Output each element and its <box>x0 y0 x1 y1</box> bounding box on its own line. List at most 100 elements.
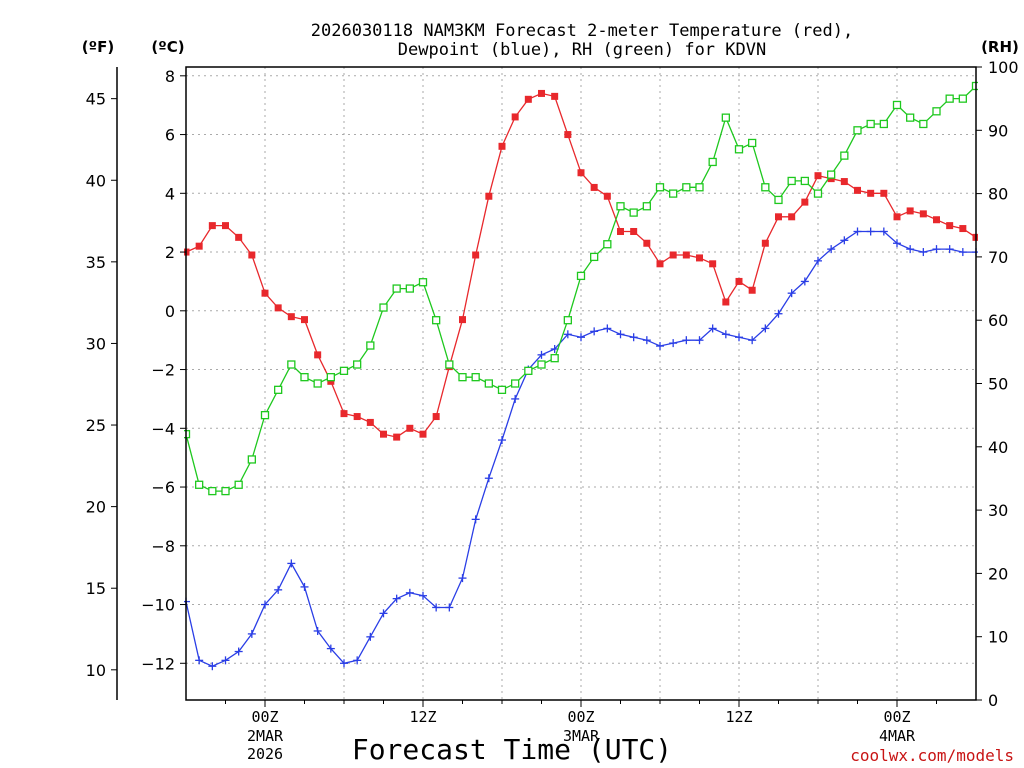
temperature-point <box>761 239 769 247</box>
rh-unit-label: (RH) <box>981 38 1019 56</box>
rh-point <box>471 373 480 382</box>
temperature-point <box>459 316 466 324</box>
dewpoint-point <box>827 245 836 254</box>
dewpoint-point <box>471 515 480 524</box>
rh-point <box>721 113 730 122</box>
dewpoint-point <box>958 248 967 257</box>
temperature-point <box>682 251 690 259</box>
dewpoint-point <box>695 336 704 345</box>
fahrenheit-tick-label: 40 <box>86 171 106 190</box>
temperature-point <box>840 178 848 186</box>
dewpoint-point <box>537 350 546 359</box>
temperature-point <box>551 92 559 100</box>
x-tick-label: 12Z <box>725 708 752 726</box>
temperature-point <box>419 430 427 438</box>
dewpoint-point <box>656 342 664 351</box>
rh-point <box>603 240 612 249</box>
rh-point <box>655 183 665 192</box>
dewpoint-point <box>379 609 388 618</box>
dewpoint-point <box>511 394 520 403</box>
dewpoint-point <box>221 656 230 665</box>
temperature-point <box>485 192 493 200</box>
temperature-point <box>261 289 269 297</box>
dewpoint-point <box>708 324 717 333</box>
dewpoint-series <box>184 227 978 671</box>
dewpoint-point <box>195 656 204 665</box>
temperature-point <box>472 251 480 259</box>
dewpoint-point <box>234 647 243 656</box>
rh-tick-label: 20 <box>988 564 1008 583</box>
dewpoint-point <box>392 594 401 603</box>
celsius-tick-label: −10 <box>141 596 175 615</box>
rh-tick-label: 80 <box>988 185 1008 204</box>
temperature-point <box>274 304 282 312</box>
temperature-point <box>867 189 875 197</box>
dewpoint-point <box>247 629 256 638</box>
rh-point <box>432 316 441 325</box>
temperature-point <box>933 216 940 224</box>
x-axis-title: Forecast Time (UTC) <box>352 733 672 766</box>
dewpoint-point <box>866 227 875 236</box>
x-tick-label: 12Z <box>409 708 436 726</box>
dewpoint-point <box>498 436 506 445</box>
rh-tick-label: 50 <box>988 375 1008 394</box>
rh-tick-label: 0 <box>988 691 998 710</box>
temperature-point <box>353 413 361 421</box>
dewpoint-point <box>774 309 783 318</box>
dewpoint-point <box>879 227 888 236</box>
temperature-point <box>748 286 756 294</box>
temperature-point <box>735 277 743 285</box>
rh-point <box>576 271 586 281</box>
temperature-point <box>314 351 322 359</box>
dewpoint-point <box>893 239 901 248</box>
dewpoint-point <box>458 574 467 583</box>
dewpoint-point <box>366 632 375 641</box>
dewpoint-point <box>800 277 809 286</box>
temperature-point <box>406 424 414 432</box>
dewpoint-point <box>590 327 599 336</box>
rh-point <box>379 303 388 312</box>
rh-point <box>313 379 322 388</box>
x-tick-date-label: 4MAR <box>879 727 916 745</box>
rh-point <box>458 373 467 382</box>
temperature-point <box>814 172 822 180</box>
rh-point <box>919 119 928 129</box>
temperature-point <box>643 239 651 247</box>
rh-point <box>208 486 217 496</box>
temperature-point <box>617 227 624 235</box>
dewpoint-point <box>682 336 691 345</box>
rh-point <box>339 366 349 375</box>
dewpoint-point <box>274 585 283 594</box>
rh-point <box>484 379 493 388</box>
x-tick-date-label: 3MAR <box>563 727 600 745</box>
temperature-point <box>722 298 730 306</box>
rh-point <box>642 202 651 211</box>
temperature-point <box>498 142 506 150</box>
celsius-unit-label: (ºC) <box>151 38 184 56</box>
dewpoint-point <box>616 330 625 339</box>
rh-point <box>761 183 770 192</box>
temperature-point <box>669 251 677 259</box>
rh-point <box>827 170 836 179</box>
temperature-point <box>248 251 256 259</box>
celsius-tick-label: 8 <box>165 67 175 86</box>
dewpoint-point <box>432 603 441 612</box>
celsius-tick-label: −12 <box>141 654 175 673</box>
celsius-tick-label: −2 <box>151 361 175 380</box>
temperature-point <box>432 413 440 421</box>
chart-title-line1: 2026030118 NAM3KM Forecast 2-meter Tempe… <box>311 21 853 41</box>
fahrenheit-tick-label: 10 <box>86 661 106 680</box>
fahrenheit-unit-label: (ºF) <box>82 38 114 56</box>
temperature-point <box>906 207 914 215</box>
rh-point <box>958 94 967 103</box>
plot-frame <box>116 66 977 701</box>
rh-point <box>497 385 507 394</box>
fahrenheit-tick-label: 20 <box>86 498 106 517</box>
temperature-point <box>775 213 782 221</box>
dewpoint-point <box>484 474 493 483</box>
dewpoint-point <box>642 336 651 345</box>
rh-point <box>695 183 704 192</box>
rh-point <box>287 360 296 369</box>
fahrenheit-tick-label: 25 <box>86 416 106 435</box>
